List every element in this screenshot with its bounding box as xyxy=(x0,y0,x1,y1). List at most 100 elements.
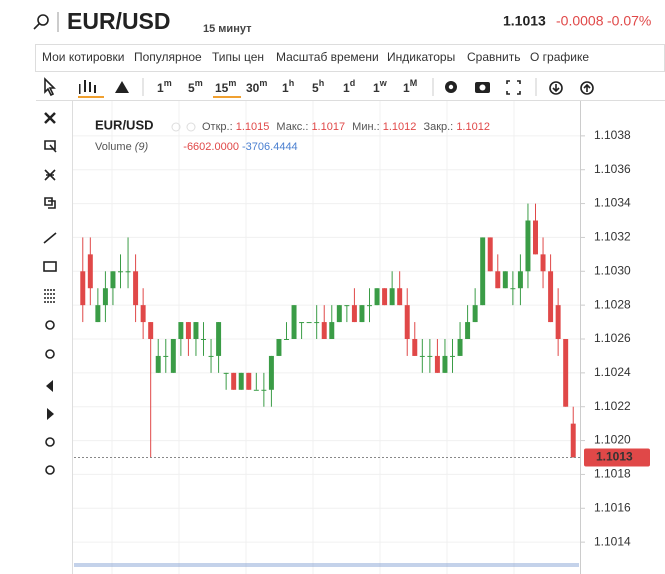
candle-body xyxy=(193,322,199,339)
y-tick-label: 1.1030 xyxy=(594,263,631,277)
timeframe-button[interactable]: 30m xyxy=(246,78,267,95)
candle-body xyxy=(374,288,380,306)
remove-tool[interactable] xyxy=(44,112,56,124)
candle-body xyxy=(502,271,508,289)
settings-icon[interactable] xyxy=(186,122,196,132)
timeframe-button[interactable]: 5m xyxy=(188,78,203,95)
menu-item[interactable]: Сравнить xyxy=(467,50,520,64)
candle-body xyxy=(351,305,357,323)
candle-body xyxy=(495,271,501,289)
area-icon[interactable] xyxy=(115,81,129,93)
candle-body xyxy=(80,271,86,306)
candle-icon[interactable] xyxy=(79,84,81,94)
zoom-fit-tool[interactable] xyxy=(45,465,55,475)
download-icon[interactable] xyxy=(549,81,563,95)
zoom-reset-tool[interactable] xyxy=(45,437,55,447)
candle-body xyxy=(434,355,440,373)
candle-body xyxy=(457,339,463,356)
label: Volume xyxy=(95,141,132,153)
candle-body xyxy=(389,288,395,306)
menu-item[interactable]: Индикаторы xyxy=(387,50,455,64)
candle-body xyxy=(404,305,410,339)
clone-tool[interactable] xyxy=(44,197,56,209)
menu-item[interactable]: О графике xyxy=(530,50,589,64)
candle-body xyxy=(563,339,569,407)
time-grid xyxy=(111,101,515,574)
timeframe-button[interactable]: 15m xyxy=(215,78,236,95)
menu-item[interactable]: Популярное xyxy=(134,50,202,64)
candle-body xyxy=(321,322,327,339)
timeframe-unit: d xyxy=(350,78,356,88)
y-tick-label: 1.1034 xyxy=(594,196,631,210)
timeframe-number: 1 xyxy=(157,81,164,95)
menu-item[interactable]: Типы цен xyxy=(212,50,264,64)
separator xyxy=(57,12,59,32)
candle-body xyxy=(533,220,538,255)
candle-body xyxy=(517,271,523,289)
candle-body xyxy=(306,322,312,324)
candle-icon xyxy=(94,85,96,93)
candle-body xyxy=(110,271,116,289)
line-tool[interactable] xyxy=(43,232,57,244)
candle-body xyxy=(125,271,131,273)
candle-body xyxy=(472,305,478,323)
visibility-icon[interactable] xyxy=(171,122,181,132)
timeframe-number: 5 xyxy=(312,81,319,95)
search-icon[interactable] xyxy=(37,14,49,26)
candle-body xyxy=(170,339,176,373)
candle-body xyxy=(253,389,259,391)
candle-body xyxy=(268,355,274,390)
scroll-left-tool[interactable] xyxy=(46,380,53,392)
y-tick-label: 1.1036 xyxy=(594,162,631,176)
timeframe-unit: m xyxy=(164,78,172,88)
candle-body xyxy=(238,372,244,390)
y-tick-label: 1.1032 xyxy=(594,230,631,244)
rect-tool[interactable] xyxy=(43,261,57,272)
fib-tool[interactable] xyxy=(44,289,56,303)
value: 1.1015 xyxy=(236,121,270,133)
upload-icon[interactable] xyxy=(580,81,594,95)
menu-item[interactable]: Мои котировки xyxy=(42,50,125,64)
timeframe-number: 30 xyxy=(246,81,260,95)
current-price-label: 1.1013 xyxy=(596,450,633,464)
candle-body xyxy=(382,288,388,306)
timeframes: 1m 5m 15m 30m 1h 5h 1d 1w 1M xyxy=(157,78,417,98)
timeframe-button[interactable]: 5h xyxy=(312,78,324,95)
candle-body xyxy=(261,389,267,391)
candle-body xyxy=(359,305,365,323)
zoom-in-tool[interactable] xyxy=(45,320,55,330)
candle-body xyxy=(118,271,123,273)
upload-arrow xyxy=(583,83,591,92)
scroll-right-tool[interactable] xyxy=(47,408,54,420)
candle-body xyxy=(299,322,305,324)
candle-body xyxy=(155,355,161,373)
change: -0.0008 xyxy=(556,13,604,29)
cursor-icon[interactable] xyxy=(44,77,56,97)
y-tick-label: 1.1022 xyxy=(594,399,631,413)
timeframe-button[interactable]: 1m xyxy=(157,78,172,95)
download-arrow xyxy=(552,84,560,93)
zoom-out-tool[interactable] xyxy=(45,349,55,359)
timeframe-button[interactable]: 1d xyxy=(343,78,355,95)
candle-body xyxy=(555,305,561,339)
candle-body xyxy=(480,237,486,306)
timeframe-button[interactable]: 1M xyxy=(403,78,417,95)
volume-strip xyxy=(74,563,579,567)
cross-tool[interactable] xyxy=(44,169,56,181)
y-tick-label: 1.1024 xyxy=(594,365,631,379)
y-tick-label: 1.1020 xyxy=(594,433,631,447)
timeframe-unit: m xyxy=(195,78,203,88)
select-tool[interactable] xyxy=(44,140,57,153)
timeframe-number: 1 xyxy=(403,81,410,95)
value: -6602.0000 xyxy=(183,141,239,153)
grid: 1.1014 1.1016 1.1018 1.1020 1.1022 1.1024 1.10… xyxy=(73,128,631,548)
candle-body xyxy=(133,271,139,306)
y-tick-label: 1.1014 xyxy=(594,534,631,548)
y-tick-label: 1.1018 xyxy=(594,467,631,481)
timeframe-button[interactable]: 1w xyxy=(373,78,388,95)
timeframe-button[interactable]: 1h xyxy=(282,78,294,95)
candle-body xyxy=(201,339,206,340)
change-pct: -0.07% xyxy=(607,13,651,29)
menu-item[interactable]: Масштаб времени xyxy=(276,50,379,64)
fullscreen-icon[interactable] xyxy=(506,80,521,95)
